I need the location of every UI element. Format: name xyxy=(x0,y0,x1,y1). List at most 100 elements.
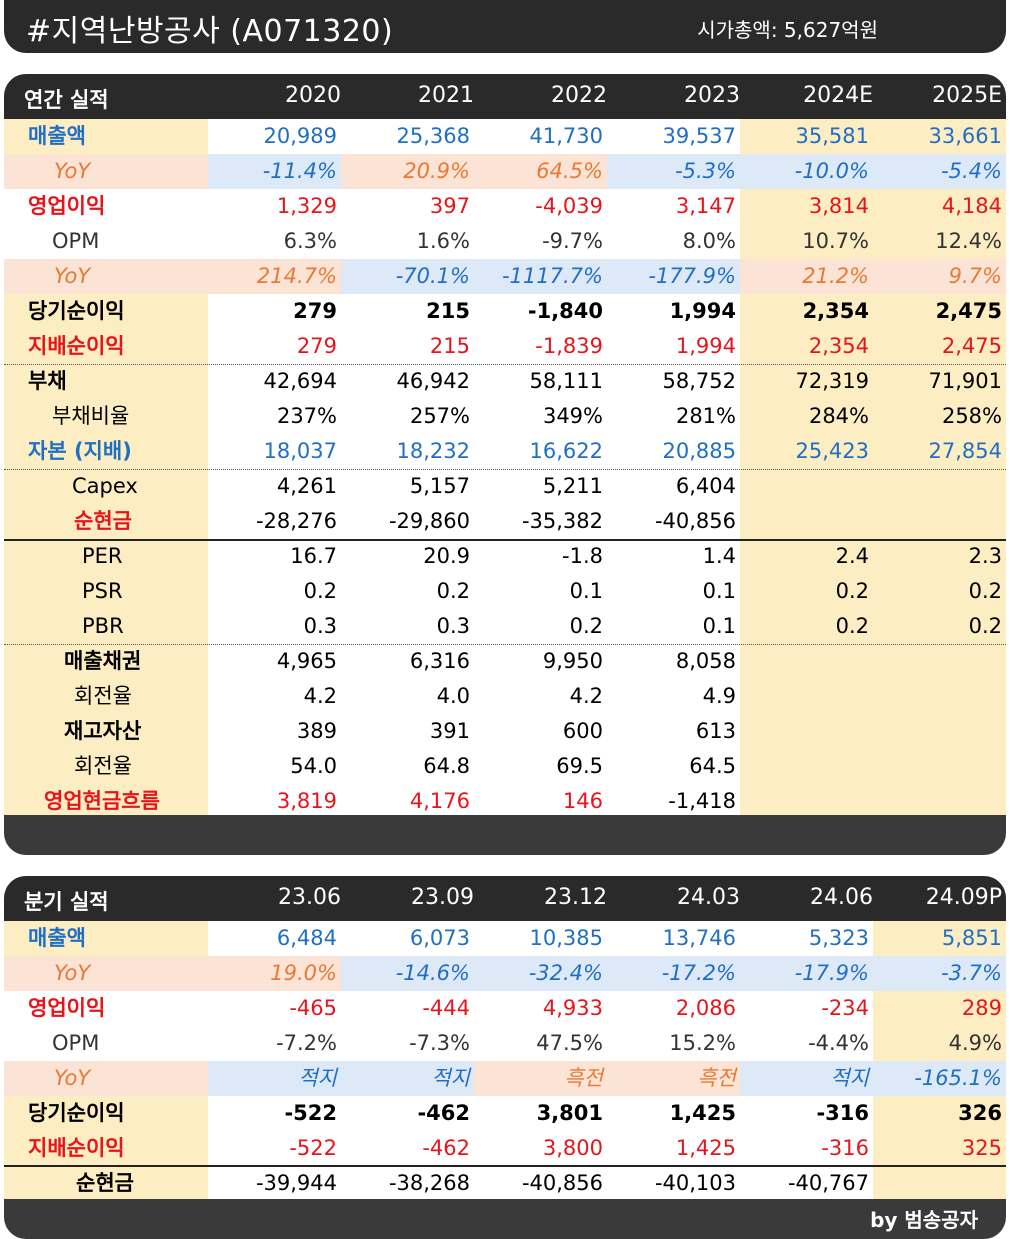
row-separator xyxy=(4,539,1006,541)
annual-cell: 281% xyxy=(607,399,740,434)
annual-cell: 0.2 xyxy=(474,609,607,644)
annual-cell xyxy=(873,469,1006,504)
annual-cell: 20,989 xyxy=(208,119,341,154)
quarterly-row-label: YoY xyxy=(4,1061,208,1096)
annual-cell: 146 xyxy=(474,784,607,819)
quarterly-col-1: 23.09 xyxy=(411,885,474,910)
quarterly-cell: 19.0% xyxy=(208,956,341,991)
annual-cell: 0.2 xyxy=(873,609,1006,644)
annual-row-label: PSR xyxy=(4,574,208,609)
annual-table-row: 매출채권 4,965 6,316 9,950 8,058 xyxy=(4,644,1006,679)
annual-cell: 18,037 xyxy=(208,434,341,469)
annual-cell: 2,354 xyxy=(740,329,873,364)
annual-row-label: 영업이익 xyxy=(4,189,208,224)
quarterly-header: 분기 실적 23.06 23.09 23.12 24.03 24.06 24.0… xyxy=(4,876,1006,921)
annual-row-label: 재고자산 xyxy=(4,714,208,749)
quarterly-table-row: YoY 19.0% -14.6% -32.4% -17.2% -17.9% -3.7% xyxy=(4,956,1006,991)
quarterly-cell: 289 xyxy=(873,991,1006,1026)
annual-cell: 237% xyxy=(208,399,341,434)
quarterly-cell: -38,268 xyxy=(341,1166,474,1201)
annual-cell: -5.4% xyxy=(873,154,1006,189)
quarterly-cell: -234 xyxy=(740,991,873,1026)
annual-row-label: 순현금 xyxy=(4,504,208,539)
quarterly-cell: -316 xyxy=(740,1096,873,1131)
annual-row-label: 지배순이익 xyxy=(4,329,208,364)
annual-table-row: YoY 214.7% -70.1% -1117.7% -177.9% 21.2% 9.7% xyxy=(4,259,1006,294)
annual-cell: 8,058 xyxy=(607,644,740,679)
annual-cell: 25,423 xyxy=(740,434,873,469)
annual-col-2: 2022 xyxy=(551,83,607,108)
quarterly-cell: 15.2% xyxy=(607,1026,740,1061)
annual-cell: 5,211 xyxy=(474,469,607,504)
annual-table-row: 지배순이익 279 215 -1,839 1,994 2,354 2,475 xyxy=(4,329,1006,364)
annual-cell: 64.8 xyxy=(341,749,474,784)
quarterly-cell: -316 xyxy=(740,1131,873,1166)
quarterly-row-label: 영업이익 xyxy=(4,991,208,1026)
quarterly-cell: 적지 xyxy=(208,1061,341,1096)
annual-cell: 6.3% xyxy=(208,224,341,259)
quarterly-cell: -522 xyxy=(208,1096,341,1131)
quarterly-cell: -17.9% xyxy=(740,956,873,991)
quarterly-table-row: 매출액 6,484 6,073 10,385 13,746 5,323 5,851 xyxy=(4,921,1006,956)
annual-table-row: 부채비율 237% 257% 349% 281% 284% 258% xyxy=(4,399,1006,434)
annual-cell: 46,942 xyxy=(341,364,474,399)
annual-cell: -1.8 xyxy=(474,539,607,574)
quarterly-row-label: OPM xyxy=(4,1026,208,1061)
annual-cell: 258% xyxy=(873,399,1006,434)
annual-cell: -5.3% xyxy=(607,154,740,189)
quarterly-table-row: 영업이익 -465 -444 4,933 2,086 -234 289 xyxy=(4,991,1006,1026)
annual-cell: 12.4% xyxy=(873,224,1006,259)
quarterly-row-label: 당기순이익 xyxy=(4,1096,208,1131)
annual-cell: 16.7 xyxy=(208,539,341,574)
annual-cell: 27,854 xyxy=(873,434,1006,469)
annual-cell xyxy=(740,679,873,714)
quarterly-cell: -165.1% xyxy=(873,1061,1006,1096)
annual-cell: -29,860 xyxy=(341,504,474,539)
annual-cell xyxy=(873,679,1006,714)
quarterly-cell: -3.7% xyxy=(873,956,1006,991)
quarterly-table-row: 당기순이익 -522 -462 3,801 1,425 -316 326 xyxy=(4,1096,1006,1131)
annual-table-row: Capex 4,261 5,157 5,211 6,404 xyxy=(4,469,1006,504)
annual-row-label: 부채 xyxy=(4,364,208,399)
annual-cell: 25,368 xyxy=(341,119,474,154)
annual-cell: -10.0% xyxy=(740,154,873,189)
annual-cell xyxy=(873,504,1006,539)
quarterly-col-5: 24.09P xyxy=(925,885,1002,910)
annual-cell: 0.1 xyxy=(607,609,740,644)
annual-cell: 3,147 xyxy=(607,189,740,224)
quarterly-cell: -14.6% xyxy=(341,956,474,991)
annual-cell: 0.2 xyxy=(740,574,873,609)
annual-table-row: 매출액 20,989 25,368 41,730 39,537 35,581 33,661 xyxy=(4,119,1006,154)
annual-header: 연간 실적 2020 2021 2022 2023 2024E 2025E xyxy=(4,74,1006,119)
annual-table-row: PER 16.7 20.9 -1.8 1.4 2.4 2.3 xyxy=(4,539,1006,574)
annual-cell: -1,840 xyxy=(474,294,607,329)
annual-table-row: 영업현금흐름 3,819 4,176 146 -1,418 xyxy=(4,784,1006,819)
annual-cell xyxy=(873,714,1006,749)
quarterly-col-4: 24.06 xyxy=(810,885,873,910)
annual-cell: -177.9% xyxy=(607,259,740,294)
quarterly-cell xyxy=(873,1166,1006,1201)
annual-cell: 215 xyxy=(341,294,474,329)
annual-cell: 4.9 xyxy=(607,679,740,714)
annual-header-label: 연간 실적 xyxy=(24,88,109,112)
quarterly-cell: 2,086 xyxy=(607,991,740,1026)
annual-cell: 4,184 xyxy=(873,189,1006,224)
annual-row-label: 부채비율 xyxy=(4,399,208,434)
annual-row-label: PBR xyxy=(4,609,208,644)
quarterly-cell: 47.5% xyxy=(474,1026,607,1061)
annual-cell: 0.2 xyxy=(740,609,873,644)
annual-cell: 21.2% xyxy=(740,259,873,294)
row-separator xyxy=(4,364,1006,365)
annual-cell: 20,885 xyxy=(607,434,740,469)
quarterly-cell: 325 xyxy=(873,1131,1006,1166)
annual-row-label: 자본 (지배) xyxy=(4,434,208,469)
annual-cell: 0.2 xyxy=(873,574,1006,609)
annual-cell: 0.3 xyxy=(208,609,341,644)
quarterly-cell: -4.4% xyxy=(740,1026,873,1061)
annual-col-3: 2023 xyxy=(684,83,740,108)
quarterly-cell: -39,944 xyxy=(208,1166,341,1201)
quarterly-cell: 적지 xyxy=(341,1061,474,1096)
annual-cell: 20.9 xyxy=(341,539,474,574)
quarterly-cell: -7.3% xyxy=(341,1026,474,1061)
quarterly-table-row: YoY 적지 적지 흑전 흑전 적지 -165.1% xyxy=(4,1061,1006,1096)
